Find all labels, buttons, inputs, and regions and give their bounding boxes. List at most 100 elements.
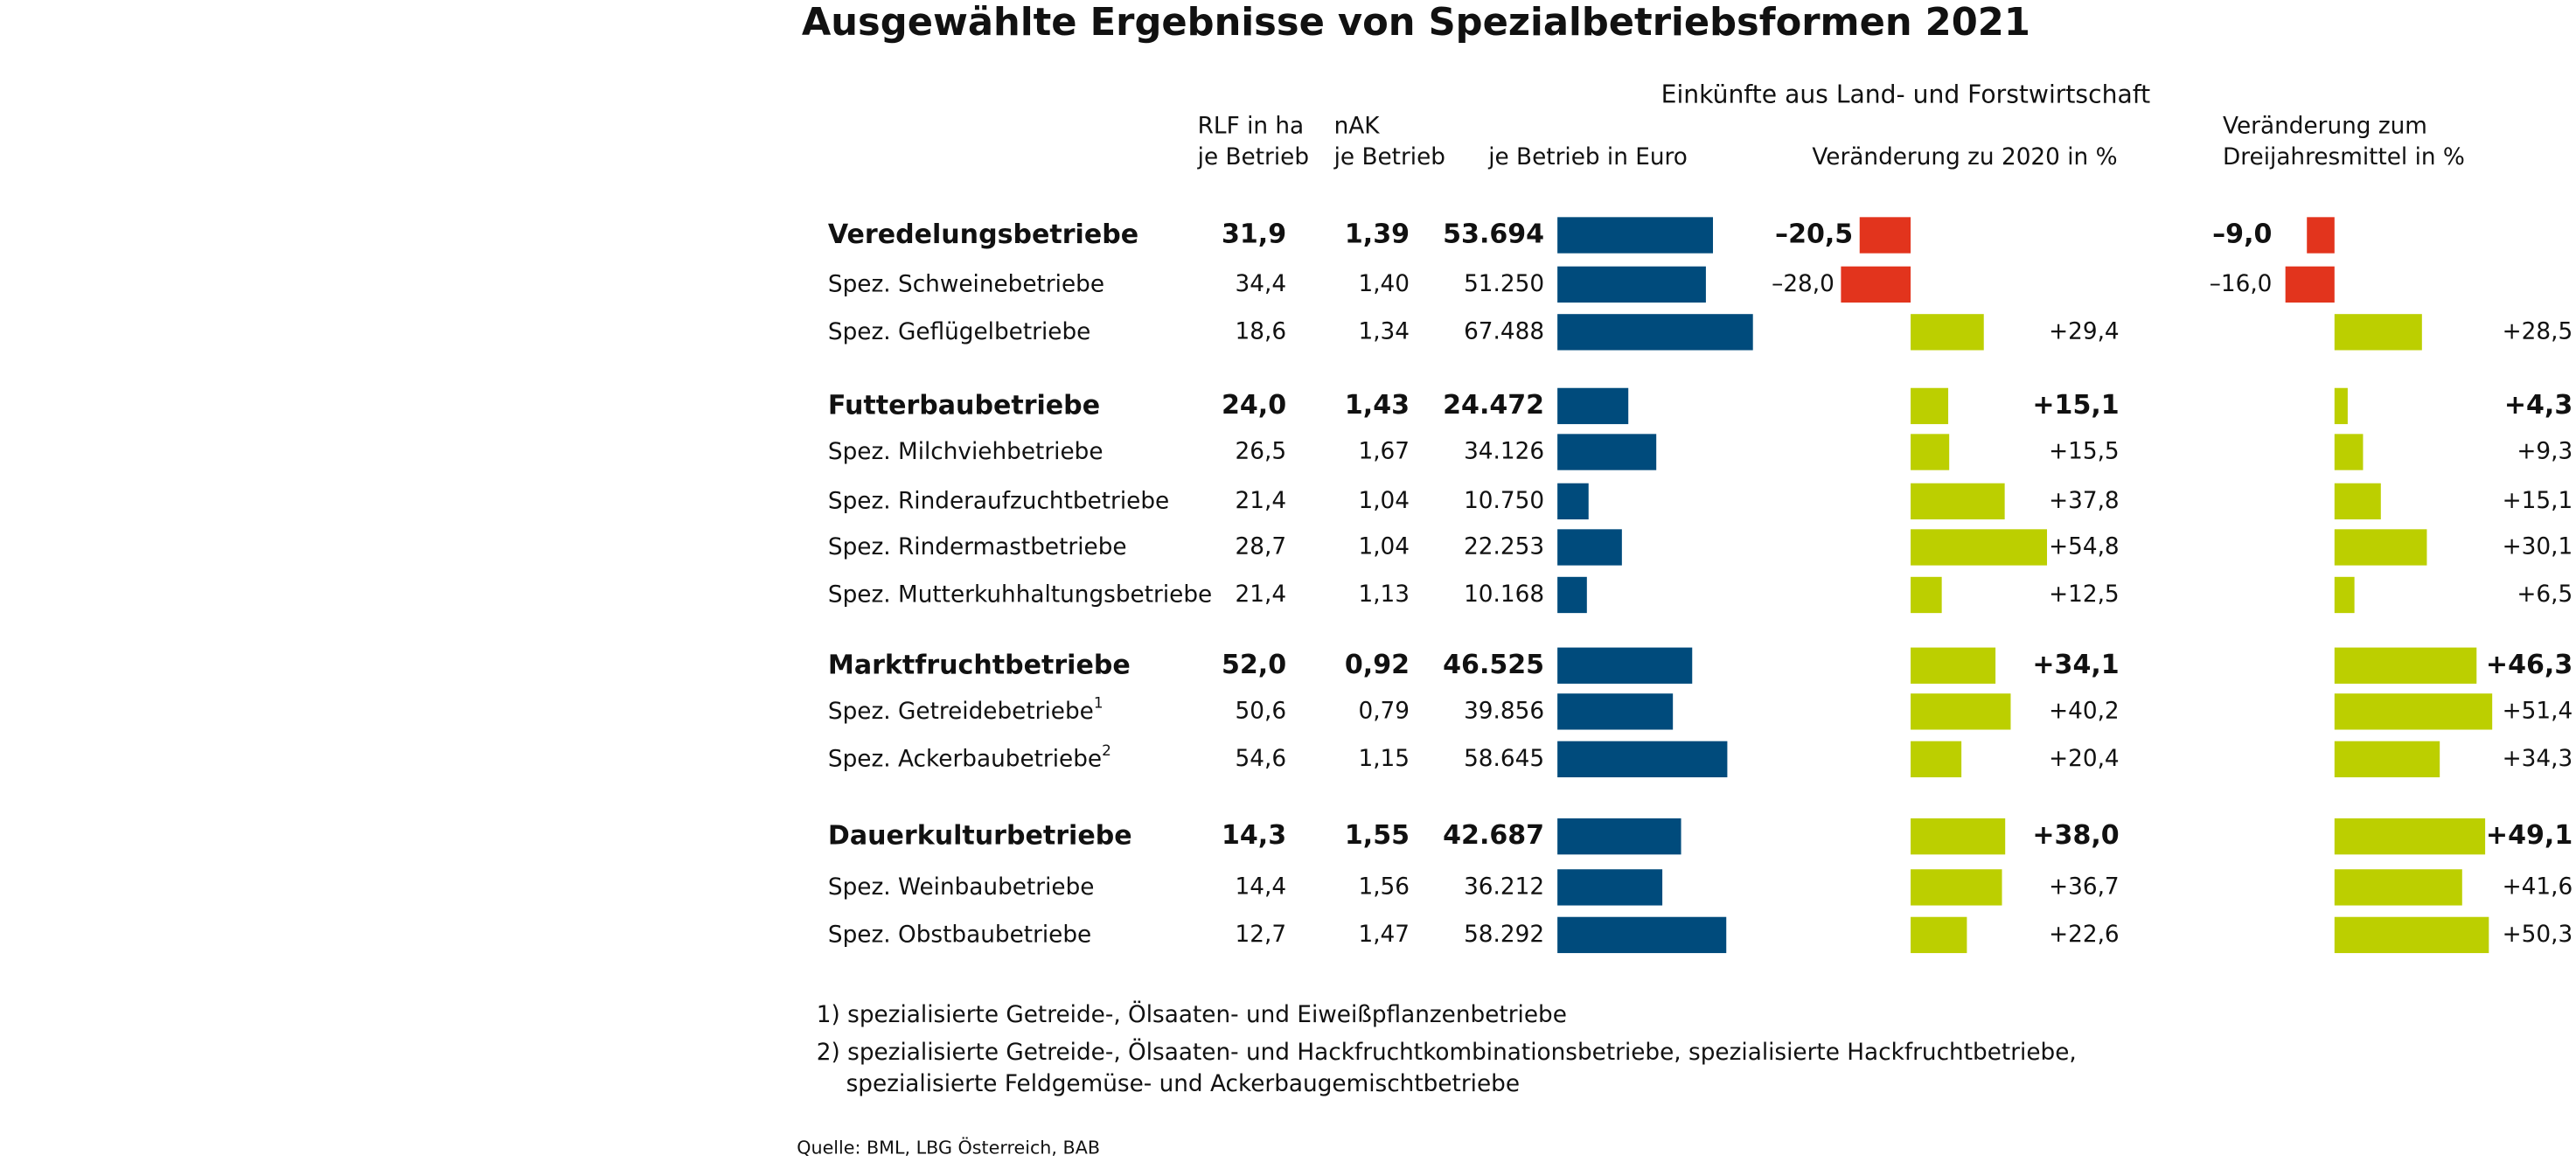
value-label: +38,0 <box>2032 820 2119 851</box>
value-label: 34,4 <box>1236 271 1287 297</box>
row-label-text: Spez. Geflügelbetriebe <box>828 318 1090 344</box>
column-header: nAK <box>1334 114 1381 140</box>
row-label-text: Marktfruchtbetriebe <box>828 650 1131 680</box>
value-label: 58.292 <box>1464 922 1544 948</box>
bar <box>1557 314 1753 351</box>
bar <box>1911 647 1996 684</box>
value-label: +49,1 <box>2486 820 2573 851</box>
bar <box>2334 434 2364 470</box>
row-label-text: Dauerkulturbetriebe <box>828 820 1132 851</box>
bar <box>1557 693 1674 730</box>
bar <box>1557 916 1727 954</box>
footnote-mark: 2 <box>1102 741 1111 759</box>
value-label: +6,5 <box>2517 581 2573 608</box>
value-label: 24.472 <box>1443 390 1544 421</box>
bar <box>1911 529 2048 566</box>
value-label: 1,13 <box>1358 581 1410 608</box>
bar <box>2334 916 2489 954</box>
value-label: +40,2 <box>2049 698 2120 724</box>
value-label: +34,1 <box>2032 650 2119 680</box>
value-label: +46,3 <box>2486 650 2573 680</box>
bar <box>2307 217 2335 254</box>
value-label: +20,4 <box>2049 746 2120 772</box>
row-label: Spez. Geflügelbetriebe <box>828 318 1090 344</box>
value-label: +50,3 <box>2503 922 2573 948</box>
value-label: 1,34 <box>1358 318 1410 344</box>
value-label: 22.253 <box>1464 533 1544 560</box>
value-label: +34,3 <box>2503 746 2573 772</box>
value-label: +12,5 <box>2049 581 2120 608</box>
bar <box>1557 266 1706 303</box>
bar <box>1557 529 1622 566</box>
bar <box>1841 266 1911 303</box>
value-label: 34.126 <box>1464 439 1544 465</box>
value-label: 0,79 <box>1358 698 1410 724</box>
column-header: RLF in ha <box>1198 114 1305 140</box>
row-label-text: Futterbaubetriebe <box>828 390 1100 421</box>
row-label-text: Spez. Obstbaubetriebe <box>828 922 1091 948</box>
bar <box>1911 387 1949 425</box>
bar <box>2334 647 2477 684</box>
bar <box>1557 869 1663 906</box>
bar <box>2334 693 2493 730</box>
value-label: 31,9 <box>1222 219 1286 250</box>
bar <box>1911 916 1967 954</box>
bar <box>1911 741 1962 778</box>
value-label: +41,6 <box>2503 873 2573 900</box>
value-label: +15,1 <box>2503 488 2573 514</box>
value-label: 21,4 <box>1236 581 1287 608</box>
bar <box>1911 693 2011 730</box>
bar <box>2334 818 2486 855</box>
value-label: 24,0 <box>1222 390 1286 421</box>
group-header: Einkünfte aus Land- und Forstwirtschaft <box>1661 80 2151 108</box>
value-label: +36,7 <box>2049 873 2120 900</box>
row-label: Veredelungsbetriebe <box>828 219 1138 250</box>
value-label: +28,5 <box>2503 318 2573 344</box>
value-label: 0,92 <box>1345 650 1410 680</box>
value-label: 21,4 <box>1236 488 1287 514</box>
value-label: 26,5 <box>1236 439 1287 465</box>
bar <box>2334 314 2422 351</box>
value-label: 1,40 <box>1358 271 1410 297</box>
bar <box>1911 434 1950 470</box>
value-label: +22,6 <box>2049 922 2120 948</box>
row-label-text: Spez. Rindermastbetriebe <box>828 533 1127 560</box>
row-label: Spez. Milchviehbetriebe <box>828 439 1104 465</box>
footnote: 2) spezialisierte Getreide-, Ölsaaten- u… <box>817 1038 2077 1066</box>
column-header: Veränderung zu 2020 in % <box>1812 144 2117 170</box>
value-label: 10.750 <box>1464 488 1544 514</box>
bar <box>2334 869 2462 906</box>
row-label: Spez. Weinbaubetriebe <box>828 873 1095 900</box>
bar <box>2334 741 2440 778</box>
value-label: 14,4 <box>1236 873 1287 900</box>
row-label: Spez. Rinderaufzuchtbetriebe <box>828 488 1169 514</box>
value-label: 1,04 <box>1358 533 1410 560</box>
row-label: Spez. Mutterkuhhaltungsbetriebe <box>828 581 1212 608</box>
footnote-mark: 1 <box>1094 693 1104 711</box>
column-header: je Betrieb <box>1197 144 1309 170</box>
column-header: je Betrieb <box>1333 144 1445 170</box>
row-label: Spez. Obstbaubetriebe <box>828 922 1091 948</box>
row-label-text: Spez. Ackerbaubetriebe <box>828 746 1102 772</box>
bar <box>1557 647 1693 684</box>
row-label: Spez. Ackerbaubetriebe2 <box>828 741 1111 772</box>
bar <box>2285 266 2335 303</box>
value-label: 1,43 <box>1345 390 1410 421</box>
value-label: –9,0 <box>2212 219 2272 250</box>
value-label: +4,3 <box>2504 390 2573 421</box>
row-label: Marktfruchtbetriebe <box>828 650 1131 680</box>
bar <box>2334 529 2427 566</box>
value-label: 50,6 <box>1236 698 1287 724</box>
value-label: –28,0 <box>1772 271 1835 297</box>
value-label: 1,67 <box>1358 439 1410 465</box>
value-label: 51.250 <box>1464 271 1544 297</box>
value-label: 1,04 <box>1358 488 1410 514</box>
row-label-text: Spez. Milchviehbetriebe <box>828 439 1104 465</box>
column-header: je Betrieb in Euro <box>1487 144 1688 170</box>
value-label: 67.488 <box>1464 318 1544 344</box>
row-label: Spez. Getreidebetriebe1 <box>828 693 1104 724</box>
row-label: Dauerkulturbetriebe <box>828 820 1132 851</box>
bar <box>1911 576 1942 614</box>
footnote: 1) spezialisierte Getreide-, Ölsaaten- u… <box>817 1000 1567 1028</box>
